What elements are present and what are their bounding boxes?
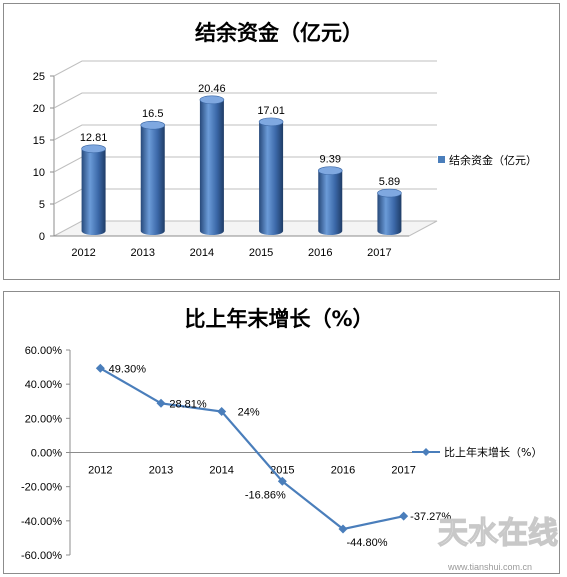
data-point-2014 bbox=[217, 407, 227, 416]
data-label: 5.89 bbox=[379, 176, 400, 188]
bar-2012 bbox=[81, 144, 106, 235]
data-label: 16.5 bbox=[142, 108, 163, 120]
x-tick-label: 2012 bbox=[88, 465, 112, 477]
bar-body bbox=[259, 121, 284, 235]
data-label: 9.39 bbox=[320, 154, 341, 166]
data-label: -44.80% bbox=[347, 537, 388, 549]
x-tick-label: 2014 bbox=[190, 247, 214, 259]
data-point-2015 bbox=[277, 476, 287, 486]
bar-top bbox=[317, 166, 343, 175]
data-label: 20.46 bbox=[198, 83, 226, 95]
chart-title: 比上年末增长（%） bbox=[184, 307, 373, 331]
x-tick-label: 2012 bbox=[71, 247, 95, 259]
y-tick-label: 25 bbox=[33, 71, 45, 83]
bar-body bbox=[81, 148, 106, 235]
y-tick-label: 20.00% bbox=[25, 413, 63, 425]
chart-panel-balance: 结余资金（亿元） 0 5 10 15 20 25 12.81 2012 16.5 2013 20.46… bbox=[3, 3, 560, 280]
line-chart: 比上年末增长（%） -60.00% -40.00% -20.00% 0.00% 20.00… bbox=[21, 307, 542, 562]
bar-body bbox=[199, 99, 224, 235]
gridline bbox=[53, 124, 437, 141]
y-tick-label: 20 bbox=[33, 103, 45, 115]
data-point-2016 bbox=[338, 524, 348, 534]
bar-body bbox=[318, 170, 343, 235]
x-tick-label: 2014 bbox=[209, 465, 233, 477]
y-tick-label: 5 bbox=[39, 199, 45, 211]
bar-top bbox=[377, 188, 402, 198]
legend-swatch bbox=[438, 156, 445, 163]
y-tick-label: 40.00% bbox=[25, 379, 63, 391]
x-tick-label: 2013 bbox=[149, 465, 173, 477]
y-tick-label: 60.00% bbox=[25, 345, 63, 357]
y-tick-label: 0 bbox=[39, 231, 45, 243]
bar-top bbox=[199, 95, 225, 105]
x-tick-label: 2017 bbox=[391, 465, 415, 477]
x-tick-label: 2015 bbox=[249, 247, 273, 259]
series-line bbox=[99, 367, 404, 531]
data-label: 17.01 bbox=[257, 105, 285, 117]
y-tick-label: 10 bbox=[33, 167, 45, 179]
legend-label: 结余资金（亿元） bbox=[449, 153, 537, 167]
bar-2016 bbox=[317, 166, 343, 235]
legend-marker bbox=[422, 448, 430, 456]
data-point-2013 bbox=[156, 398, 166, 408]
x-tick-label: 2013 bbox=[131, 247, 155, 259]
data-label: 28.81% bbox=[169, 398, 207, 410]
x-tick-label: 2016 bbox=[331, 465, 355, 477]
bar-2014 bbox=[199, 95, 225, 235]
data-point-2012 bbox=[95, 363, 105, 373]
y-tick-label: -40.00% bbox=[21, 516, 62, 528]
data-label: 24% bbox=[238, 407, 260, 419]
chart-panel-growth: 比上年末增长（%） -60.00% -40.00% -20.00% 0.00% 20.00… bbox=[3, 291, 560, 574]
data-label: 12.81 bbox=[80, 132, 108, 144]
data-label: 49.30% bbox=[109, 363, 147, 375]
bar-2015 bbox=[258, 117, 284, 235]
bar-top bbox=[81, 144, 106, 154]
bar-top bbox=[140, 120, 166, 130]
legend-label: 比上年末增长（%） bbox=[444, 445, 542, 459]
chart-title: 结余资金（亿元） bbox=[195, 21, 363, 45]
bar-top bbox=[258, 117, 284, 127]
gridline bbox=[53, 60, 437, 77]
y-tick-label: -20.00% bbox=[21, 482, 62, 494]
gridline bbox=[53, 92, 437, 109]
x-tick-label: 2017 bbox=[367, 247, 391, 259]
data-label: -16.86% bbox=[245, 489, 286, 501]
data-point-2017 bbox=[399, 511, 409, 521]
gridline bbox=[53, 156, 437, 173]
y-tick-label: -60.00% bbox=[21, 550, 62, 562]
bar-body bbox=[140, 125, 165, 235]
bar-2017 bbox=[377, 188, 402, 235]
y-tick-label: 0.00% bbox=[31, 448, 62, 460]
bar-2013 bbox=[140, 120, 166, 235]
bar-body bbox=[377, 193, 402, 235]
y-tick-label: 15 bbox=[33, 135, 45, 147]
bar-chart: 结余资金（亿元） 0 5 10 15 20 25 12.81 2012 16.5 2013 20.46… bbox=[33, 21, 537, 259]
data-label: -37.27% bbox=[410, 511, 451, 523]
x-tick-label: 2016 bbox=[308, 247, 332, 259]
